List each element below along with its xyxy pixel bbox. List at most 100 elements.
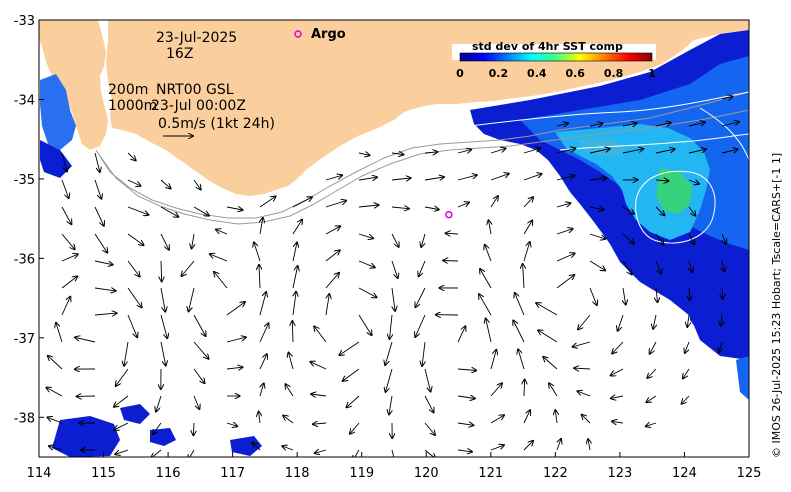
current-arrow — [325, 294, 329, 316]
current-arrow — [75, 337, 96, 343]
current-arrow — [618, 314, 624, 331]
current-arrow — [260, 383, 264, 397]
current-arrow — [415, 314, 426, 337]
current-arrow — [518, 349, 525, 370]
current-arrow — [655, 233, 663, 245]
current-arrow — [424, 422, 435, 435]
y-tick-label: -34 — [14, 93, 35, 108]
current-arrow — [61, 297, 70, 316]
argo-legend-label: Argo — [311, 27, 346, 42]
current-arrow — [193, 422, 194, 435]
argo-float-marker — [445, 210, 453, 219]
current-arrow — [259, 265, 260, 289]
current-arrow — [153, 422, 162, 434]
current-arrow — [210, 254, 228, 262]
current-arrow — [556, 203, 571, 207]
current-arrow — [254, 242, 261, 262]
current-arrow — [391, 207, 409, 209]
current-arrow — [259, 323, 269, 343]
x-tick-label: 124 — [672, 466, 697, 481]
x-tick-label: 117 — [220, 466, 245, 481]
current-arrow — [226, 423, 237, 426]
land-south-coast — [106, 20, 749, 196]
current-arrow — [612, 421, 624, 423]
x-tick-label: 116 — [156, 466, 181, 481]
x-tick-label: 125 — [737, 466, 762, 481]
current-arrow — [688, 180, 699, 184]
current-arrow — [689, 287, 690, 300]
argo-legend-marker — [294, 30, 302, 38]
current-arrow — [424, 395, 434, 412]
current-arrow — [160, 206, 178, 217]
current-arrow — [557, 439, 561, 451]
x-tick-label: 120 — [414, 466, 439, 481]
current-arrow — [325, 273, 339, 289]
current-arrow — [577, 391, 591, 397]
current-arrow — [424, 449, 436, 457]
current-arrow — [127, 287, 142, 307]
current-arrow — [358, 260, 375, 267]
current-arrow — [127, 260, 140, 277]
current-arrow — [457, 369, 476, 371]
current-arrow — [457, 150, 471, 153]
current-arrow — [61, 233, 75, 249]
current-arrow — [315, 450, 327, 453]
current-arrow — [479, 294, 492, 316]
current-arrow — [424, 207, 439, 210]
current-arrow — [127, 314, 137, 337]
current-arrow — [523, 221, 532, 235]
current-arrow — [115, 449, 129, 454]
colorbar-tick-label: 1 — [648, 67, 656, 80]
current-arrow — [392, 449, 395, 457]
current-arrow — [612, 341, 624, 353]
current-arrow — [543, 357, 558, 370]
current-arrow — [293, 292, 296, 316]
colorbar-gradient — [459, 52, 653, 62]
current-arrow — [189, 287, 195, 311]
current-arrow — [160, 287, 165, 312]
current-arrow — [721, 122, 739, 127]
current-arrow — [523, 148, 540, 154]
current-arrow — [622, 260, 632, 275]
current-arrow — [116, 368, 129, 386]
current-arrow — [285, 384, 294, 397]
current-arrow — [424, 368, 431, 392]
y-tick-label: -38 — [14, 411, 35, 426]
current-arrow — [386, 368, 393, 392]
current-arrow — [160, 341, 166, 366]
current-arrow — [193, 368, 205, 383]
current-arrow — [622, 206, 634, 214]
current-arrow — [485, 245, 492, 262]
current-arrow — [574, 368, 591, 369]
current-arrow — [457, 423, 473, 425]
current-arrow — [683, 368, 690, 378]
current-arrow — [325, 250, 340, 262]
current-arrow — [457, 326, 465, 343]
current-arrow — [226, 337, 246, 343]
current-arrow — [391, 153, 403, 155]
current-arrow — [555, 410, 557, 424]
current-arrow — [391, 260, 398, 278]
current-arrow — [688, 149, 706, 154]
current-arrow — [490, 383, 502, 397]
current-arrow — [292, 266, 298, 289]
current-arrow — [193, 314, 206, 336]
current-arrow — [523, 264, 524, 289]
current-arrow — [114, 422, 129, 430]
current-arrow — [486, 319, 492, 343]
current-arrow — [325, 201, 346, 208]
current-arrow — [94, 288, 116, 291]
current-arrow — [721, 314, 722, 326]
current-arrow — [94, 179, 101, 199]
current-arrow — [722, 260, 725, 271]
current-arrow — [353, 449, 360, 457]
current-arrow — [424, 177, 444, 180]
land-west-cape — [39, 20, 108, 150]
current-arrow — [589, 123, 602, 126]
current-arrow — [415, 287, 426, 307]
current-arrow — [292, 321, 293, 343]
current-arrow — [94, 313, 117, 315]
current-arrow — [226, 302, 245, 316]
current-arrow — [687, 314, 689, 327]
current-arrow — [259, 412, 260, 424]
